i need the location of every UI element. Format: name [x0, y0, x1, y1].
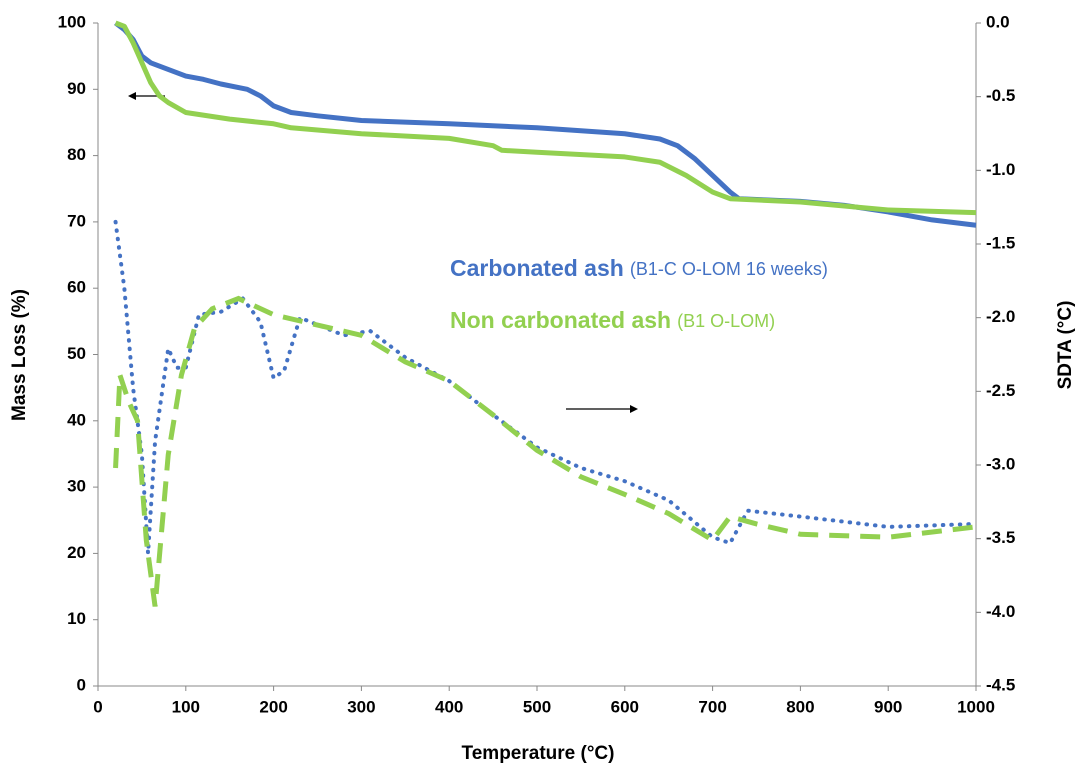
- y-tick-label: 30: [67, 477, 86, 496]
- x-tick-label: 300: [347, 697, 375, 716]
- y2-tick-label: -4.5: [986, 675, 1015, 694]
- y-tick-label: 100: [58, 12, 86, 31]
- y2-axis-title: SDTA (°C): [1055, 301, 1076, 390]
- x-tick-label: 1000: [957, 697, 995, 716]
- x-tick-label: 900: [874, 697, 902, 716]
- y2-tick-label: 0.0: [986, 12, 1010, 31]
- y2-tick-label: -1.5: [986, 233, 1015, 252]
- x-tick-label: 800: [786, 697, 814, 716]
- series-line: [113, 219, 978, 554]
- y2-tick-label: -1.0: [986, 160, 1015, 179]
- arrow-right: [566, 405, 638, 413]
- y2-tick-label: -4.0: [986, 602, 1015, 621]
- x-tick-label: 200: [259, 697, 287, 716]
- series-line: [114, 20, 977, 216]
- y-axis-title: Mass Loss (%): [9, 289, 30, 421]
- x-tick-label: 400: [435, 697, 463, 716]
- x-tick-label: 600: [611, 697, 639, 716]
- y-tick-label: 0: [77, 675, 86, 694]
- series-line: [114, 21, 977, 228]
- y2-tick-label: -3.0: [986, 454, 1015, 473]
- y-tick-label: 70: [67, 211, 86, 230]
- y-tick-label: 40: [67, 410, 86, 429]
- y2-tick-label: -2.0: [986, 307, 1015, 326]
- y2-tick-label: -0.5: [986, 86, 1015, 105]
- legend-label: Carbonated ash: [450, 255, 624, 281]
- x-axis-title: Temperature (°C): [462, 743, 615, 764]
- y-tick-label: 20: [67, 543, 86, 562]
- series-line: [113, 295, 977, 607]
- x-tick-label: 100: [172, 697, 200, 716]
- legend-detail: (B1-C O-LOM 16 weeks): [630, 259, 828, 279]
- y-tick-label: 50: [67, 344, 86, 363]
- legend-label: Non carbonated ash: [450, 307, 671, 333]
- x-tick-label: 500: [523, 697, 551, 716]
- y2-tick-label: -2.5: [986, 381, 1015, 400]
- legend-entry: Non carbonated ash (B1 O-LOM): [450, 307, 775, 333]
- legend-detail: (B1 O-LOM): [677, 311, 775, 331]
- x-tick-label: 0: [93, 697, 102, 716]
- y-tick-label: 80: [67, 145, 86, 164]
- legend-entry: Carbonated ash (B1-C O-LOM 16 weeks): [450, 255, 828, 281]
- y2-tick-label: -3.5: [986, 528, 1015, 547]
- x-tick-label: 700: [698, 697, 726, 716]
- y-tick-label: 90: [67, 79, 86, 98]
- y-tick-label: 60: [67, 278, 86, 297]
- y-tick-label: 10: [67, 609, 86, 628]
